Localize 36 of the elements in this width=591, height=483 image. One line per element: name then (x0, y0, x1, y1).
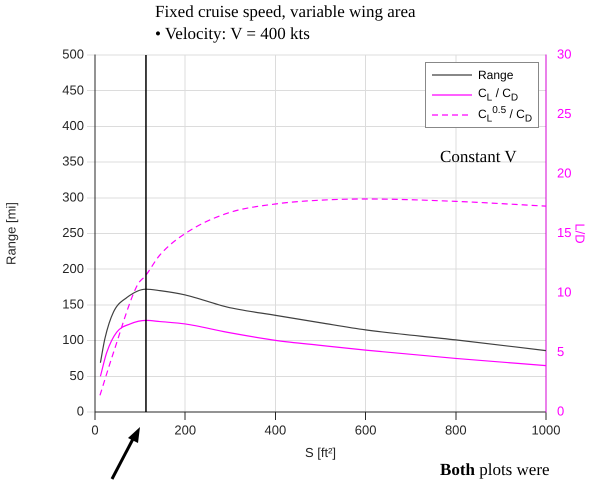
line-series (100, 288, 546, 364)
y2-tick-label: 5 (557, 344, 564, 360)
y-tick-label: 350 (62, 154, 84, 169)
x-tick-label: 600 (354, 422, 376, 438)
text: Both plots were (440, 460, 550, 480)
y2-tick-label: 10 (557, 284, 572, 300)
x-tick-label: 1000 (532, 422, 560, 438)
annotation: Constant V (440, 147, 517, 167)
x-tick-label: 0 (91, 422, 99, 438)
y-tick-label: 500 (62, 46, 84, 62)
x-tick-label: 800 (444, 422, 467, 438)
line-series (99, 198, 546, 396)
y-tick-label: 0 (76, 404, 84, 419)
y-tick-label: 450 (62, 82, 84, 98)
legend-label: Range (478, 68, 514, 82)
y2-tick-label: 0 (557, 404, 564, 419)
legend-label: C$_{L}$ / C$_{D}$ (478, 86, 518, 104)
y2-tick-label: 20 (557, 166, 572, 181)
x-axis-title: S [ft²] (304, 444, 336, 460)
y2-axis-title: L/D (572, 223, 588, 244)
chart-title: Fixed cruise speed, variable wing area (155, 2, 416, 22)
y-tick-label: 400 (62, 118, 84, 133)
y2-tick-label: 15 (557, 225, 572, 240)
y-tick-label: 200 (62, 260, 84, 276)
y-tick-label: 100 (62, 332, 84, 348)
y-tick-label: 50 (70, 368, 84, 383)
y-tick-label: 150 (62, 296, 84, 312)
y2-tick-label: 30 (557, 46, 572, 62)
y2-tick-label: 25 (557, 106, 572, 122)
x-tick-label: 200 (174, 422, 196, 438)
y-tick-label: 250 (62, 225, 84, 240)
chart-subtitle: • Velocity: V = 400 kts (155, 24, 310, 44)
y-tick-label: 300 (62, 189, 84, 204)
y-axis-title: Range [mi] (3, 202, 18, 265)
legend-label: C$_{L}$$^{0.5}$ / C$_{D}$ (478, 105, 532, 125)
x-tick-label: 400 (264, 422, 286, 438)
